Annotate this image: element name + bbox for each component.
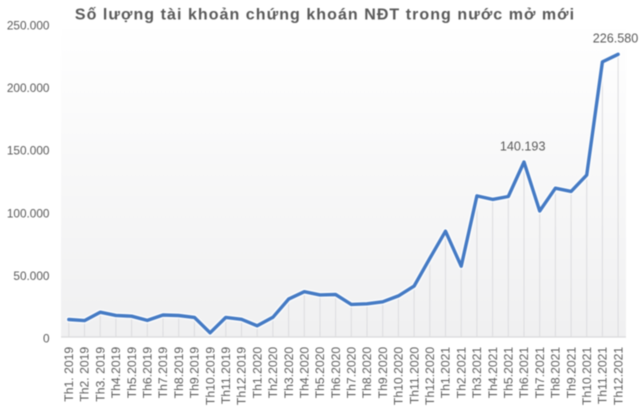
- svg-text:Th8.2020: Th8.2020: [360, 347, 374, 399]
- svg-text:Th4.2021: Th4.2021: [486, 347, 500, 399]
- svg-text:Số lượng tài khoản chứng khoán: Số lượng tài khoản chứng khoán NĐT trong…: [75, 7, 575, 24]
- svg-text:Th12.2021: Th12.2021: [611, 347, 625, 405]
- svg-text:Th2.2021: Th2.2021: [454, 347, 468, 399]
- svg-text:Th12.2020: Th12.2020: [423, 347, 437, 405]
- svg-text:Th3.2021: Th3.2021: [470, 347, 484, 399]
- svg-text:Th3. 2019: Th3. 2019: [93, 347, 107, 402]
- svg-text:Th5.2019: Th5.2019: [125, 347, 139, 399]
- svg-text:Th7.2021: Th7.2021: [533, 347, 547, 399]
- svg-text:Th10.2021: Th10.2021: [580, 347, 594, 405]
- svg-text:200.000: 200.000: [7, 81, 50, 95]
- svg-text:226.580: 226.580: [593, 31, 639, 45]
- svg-text:Th8.2021: Th8.2021: [549, 347, 563, 399]
- svg-text:Th1. 2019: Th1. 2019: [62, 347, 76, 402]
- svg-text:0: 0: [43, 332, 50, 346]
- svg-text:250.000: 250.000: [7, 18, 50, 32]
- svg-text:Th4.2020: Th4.2020: [298, 347, 312, 399]
- svg-text:Th3.2020: Th3.2020: [282, 347, 296, 399]
- svg-text:Th11.2019: Th11.2019: [219, 347, 233, 405]
- svg-text:Th6.2019: Th6.2019: [141, 347, 155, 399]
- svg-text:Th9.2021: Th9.2021: [564, 347, 578, 399]
- svg-text:Th2. 2019: Th2. 2019: [78, 347, 92, 402]
- svg-text:Th7.2020: Th7.2020: [345, 347, 359, 399]
- svg-text:Th8.2019: Th8.2019: [172, 347, 186, 399]
- svg-text:Th7.2019: Th7.2019: [156, 347, 170, 399]
- svg-text:Th5.2021: Th5.2021: [502, 347, 516, 399]
- svg-text:Th12.2019: Th12.2019: [235, 347, 249, 405]
- svg-text:Th4.2019: Th4.2019: [109, 347, 123, 399]
- svg-text:Th10.2020: Th10.2020: [392, 347, 406, 405]
- svg-text:Th1.2021: Th1.2021: [439, 347, 453, 399]
- svg-text:Th6.2021: Th6.2021: [517, 347, 531, 399]
- svg-text:Th9.2019: Th9.2019: [188, 347, 202, 399]
- svg-text:50.000: 50.000: [13, 269, 50, 283]
- svg-text:Th1.2020: Th1.2020: [250, 347, 264, 399]
- svg-text:Th10.2019: Th10.2019: [203, 347, 217, 405]
- svg-text:140.193: 140.193: [500, 139, 546, 153]
- svg-text:100.000: 100.000: [7, 206, 50, 220]
- svg-text:Th2.2020: Th2.2020: [266, 347, 280, 399]
- svg-text:Th6.2020: Th6.2020: [329, 347, 343, 399]
- svg-text:Th11.2021: Th11.2021: [596, 347, 610, 405]
- svg-text:Th11.2020: Th11.2020: [407, 347, 421, 405]
- svg-text:Th5.2020: Th5.2020: [313, 347, 327, 399]
- svg-text:150.000: 150.000: [7, 144, 50, 158]
- svg-text:Th9.2020: Th9.2020: [376, 347, 390, 399]
